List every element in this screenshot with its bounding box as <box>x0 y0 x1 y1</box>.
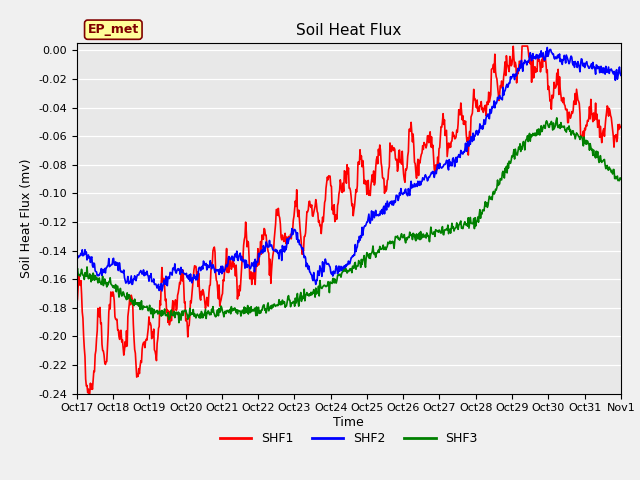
Y-axis label: Soil Heat Flux (mv): Soil Heat Flux (mv) <box>20 159 33 278</box>
Title: Soil Heat Flux: Soil Heat Flux <box>296 23 401 38</box>
Legend: SHF1, SHF2, SHF3: SHF1, SHF2, SHF3 <box>214 427 483 450</box>
X-axis label: Time: Time <box>333 416 364 429</box>
Text: EP_met: EP_met <box>88 23 139 36</box>
